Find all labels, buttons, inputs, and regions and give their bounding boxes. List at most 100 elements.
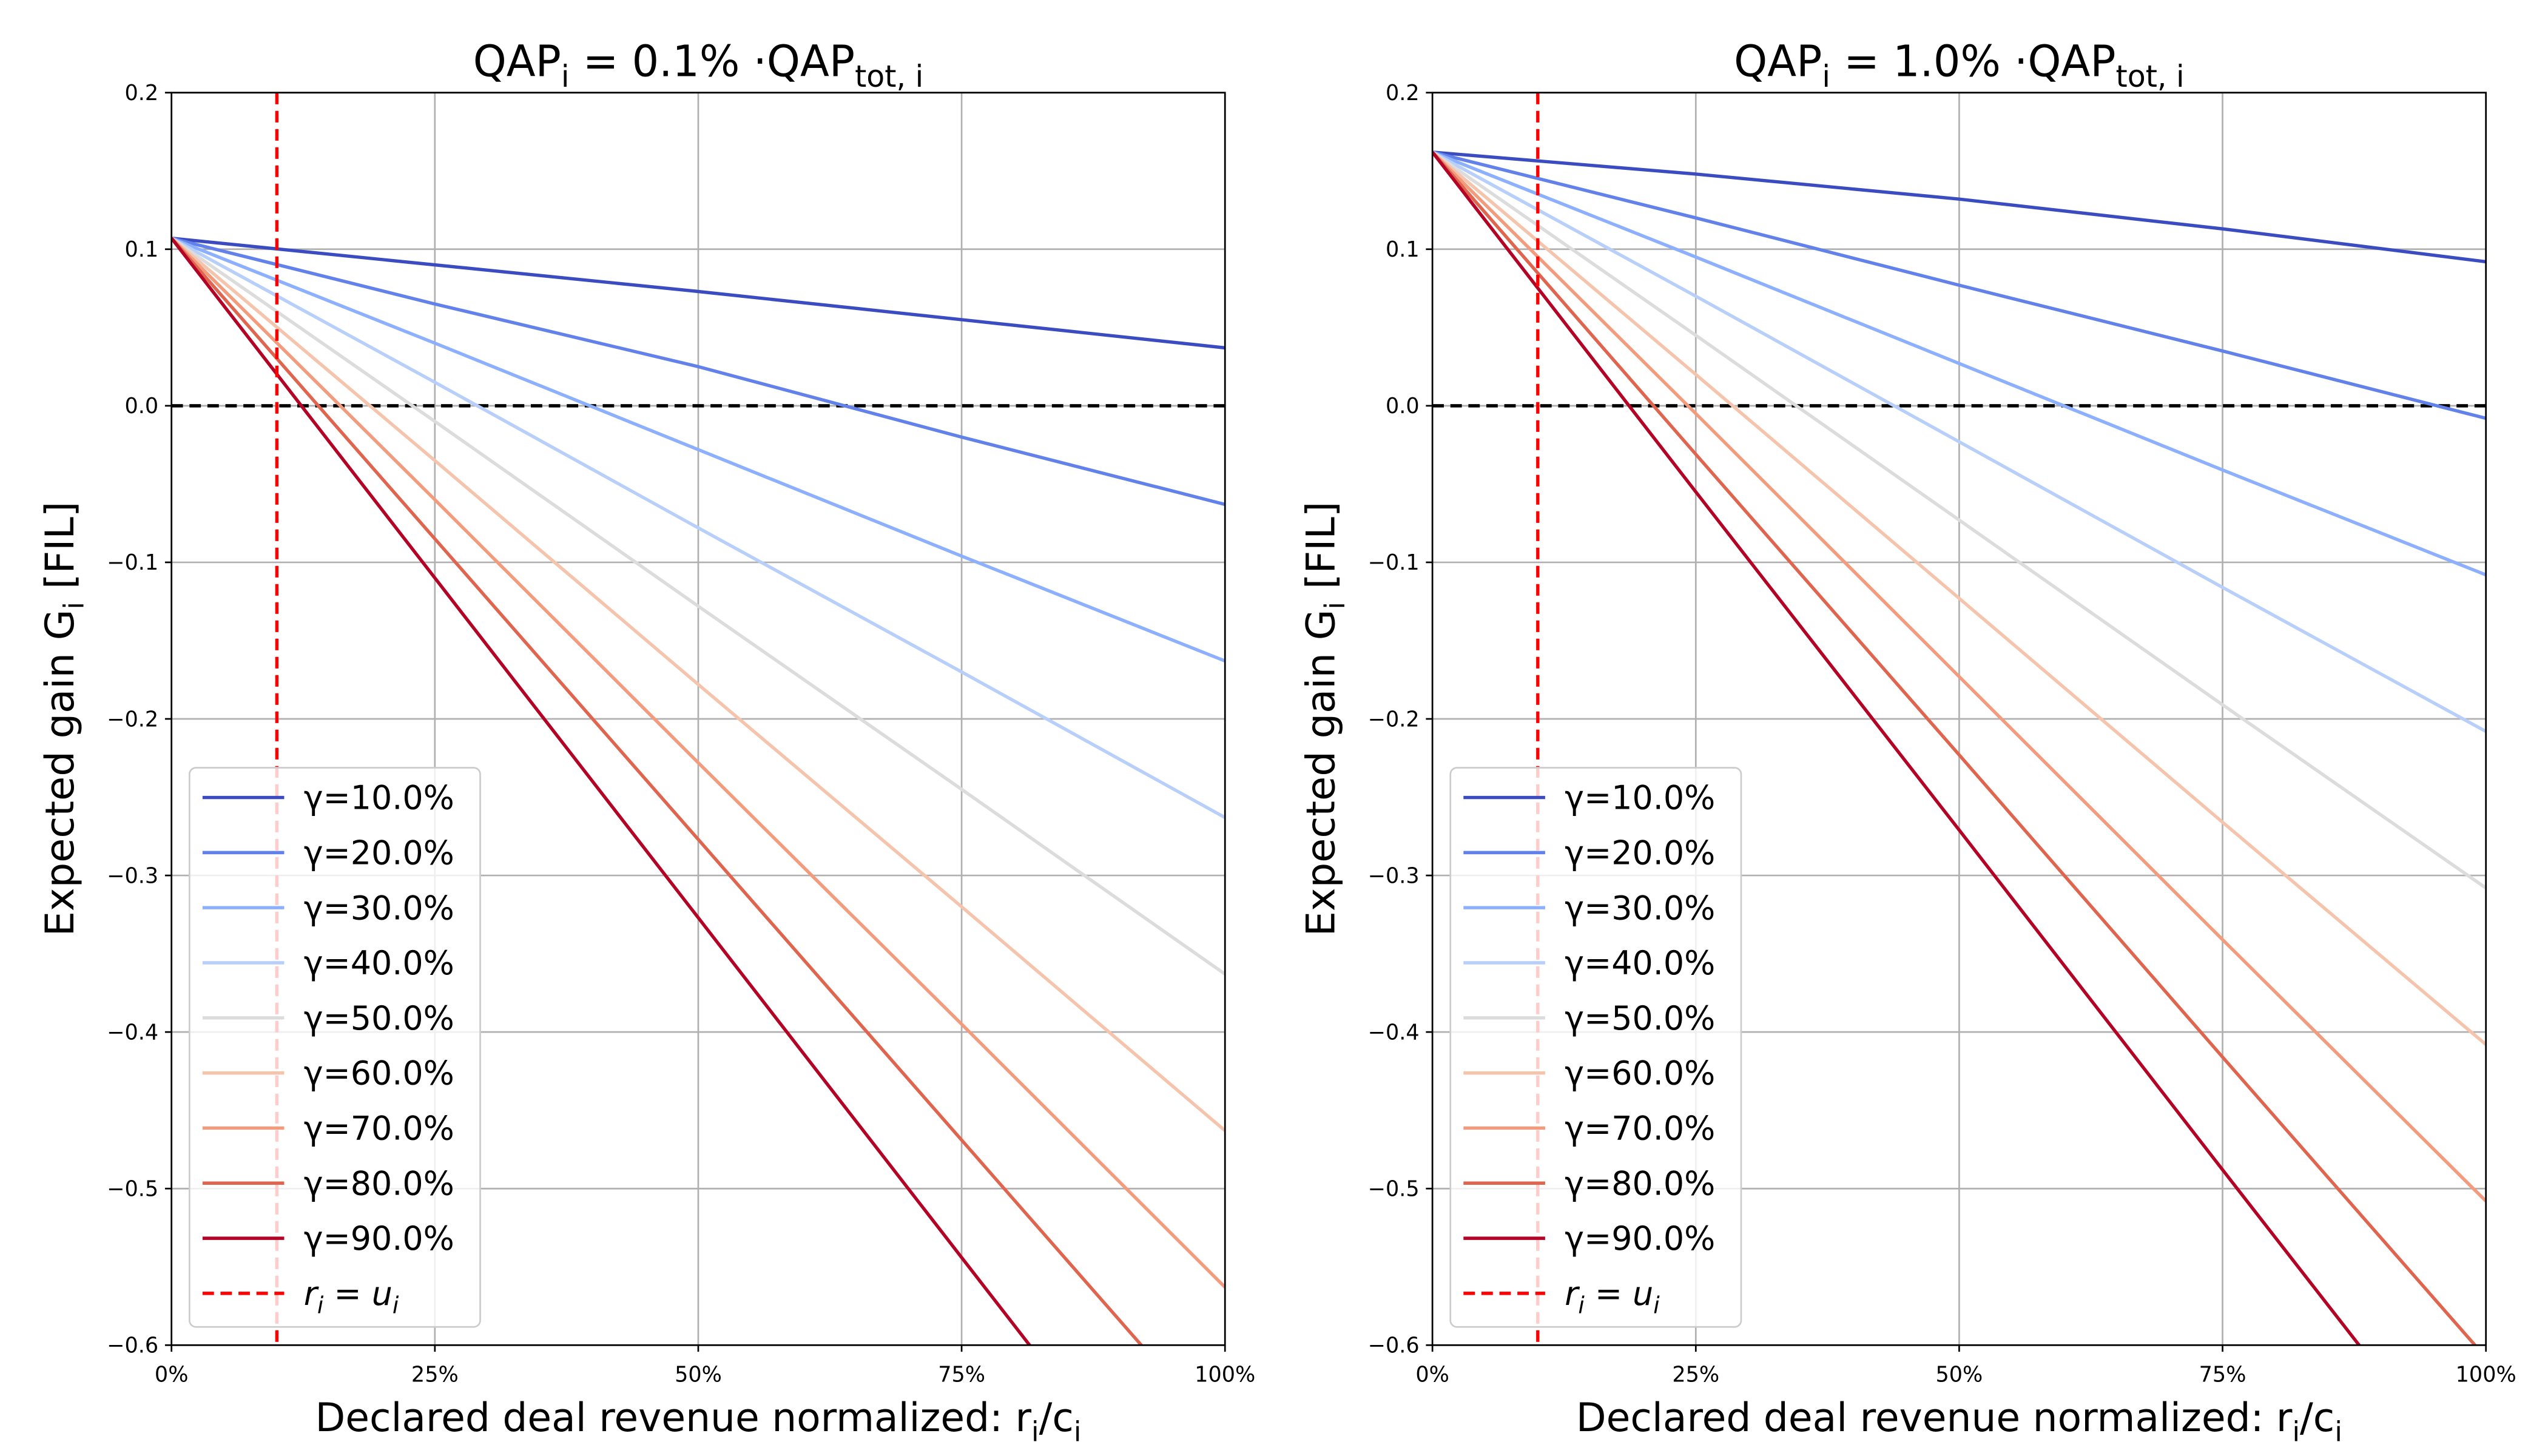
chart-title: QAPi = 0.1% ·QAPtot, i: [473, 36, 923, 94]
series-line: [171, 237, 1144, 1346]
subscript: i: [58, 602, 90, 610]
plot-frame: [1431, 92, 2487, 1346]
subscript: i: [2292, 1415, 2300, 1448]
subscript: i: [393, 1292, 399, 1318]
legend-label: γ=40.0%: [1565, 944, 1715, 982]
text-part: = u: [323, 1275, 392, 1313]
text-part: QAP: [1734, 36, 1822, 87]
text-part: = 0.1% ·QAP: [570, 36, 855, 87]
series-line: [1432, 150, 2478, 1346]
legend-label: γ=80.0%: [1565, 1164, 1715, 1202]
legend-label: γ=30.0%: [1565, 889, 1715, 927]
y-tick-label: −0.5: [107, 1176, 158, 1201]
series-line: [1432, 150, 2486, 420]
series-line: [171, 237, 1225, 663]
series-line: [1432, 150, 2486, 1202]
legend-label: γ=90.0%: [1565, 1219, 1715, 1258]
text-part: r: [304, 1275, 320, 1313]
x-tick-label: 100%: [1195, 1362, 1255, 1387]
legend-label: γ=30.0%: [304, 889, 454, 927]
legend-label: γ=50.0%: [304, 999, 454, 1037]
series-line: [171, 237, 1225, 1132]
x-axis-label: Declared deal revenue normalized: ri/ci: [315, 1395, 1081, 1448]
series-line: [1432, 151, 2362, 1346]
x-tick-label: 0%: [1415, 1362, 1449, 1387]
legend-label: γ=60.0%: [304, 1054, 454, 1092]
legend-label: γ=80.0%: [304, 1164, 454, 1202]
x-tick-label: 50%: [1936, 1362, 1983, 1387]
subscript: tot, i: [2116, 59, 2185, 94]
y-axis-label: Expected gain Gi [FIL]: [1299, 502, 1351, 937]
y-tick-label: 0.0: [1386, 394, 1420, 419]
y-tick-label: 0.1: [125, 237, 159, 262]
text-part: Declared deal revenue normalized: r: [315, 1395, 1031, 1441]
legend-label: γ=70.0%: [304, 1109, 454, 1147]
series-line: [1432, 150, 2486, 264]
text-part: [FIL]: [1299, 502, 1344, 602]
y-tick-label: −0.3: [107, 863, 158, 888]
y-tick-label: 0.0: [125, 394, 159, 419]
subscript: i: [1031, 1415, 1039, 1448]
text-part: QAP: [473, 36, 561, 87]
y-axis-label: Expected gain Gi [FIL]: [38, 502, 90, 937]
legend-label: γ=70.0%: [1565, 1109, 1715, 1147]
plot-frame: [170, 92, 1226, 1346]
y-tick-label: −0.4: [107, 1020, 158, 1045]
x-tick-label: 25%: [1672, 1362, 1719, 1387]
y-tick-label: −0.6: [107, 1333, 158, 1358]
subscript: i: [2334, 1415, 2342, 1448]
y-tick-label: 0.2: [1386, 81, 1420, 106]
text-part: /c: [1039, 1395, 1074, 1441]
text-part: = 1.0% ·QAP: [1830, 36, 2116, 87]
text-part: Expected gain G: [1299, 610, 1344, 937]
y-tick-label: −0.4: [1368, 1020, 1420, 1045]
y-tick-label: −0.2: [107, 707, 158, 732]
legend-label: γ=20.0%: [1565, 834, 1715, 872]
y-tick-label: −0.1: [107, 550, 158, 575]
text-part: Declared deal revenue normalized: r: [1576, 1395, 2293, 1441]
y-tick-label: −0.1: [1368, 550, 1420, 575]
x-tick-label: 75%: [938, 1362, 985, 1387]
y-tick-label: 0.1: [1386, 237, 1420, 262]
legend-label: γ=20.0%: [304, 834, 454, 872]
series-line: [1432, 150, 2486, 733]
x-axis-label: Declared deal revenue normalized: ri/ci: [1576, 1395, 2342, 1448]
y-tick-label: −0.3: [1368, 863, 1420, 888]
text-part: [FIL]: [38, 502, 84, 602]
subscript: i: [1074, 1415, 1082, 1448]
subscript: i: [1822, 59, 1830, 94]
x-tick-label: 50%: [675, 1362, 722, 1387]
x-tick-label: 0%: [155, 1362, 189, 1387]
series-line: [1432, 150, 2486, 1046]
plot-area: [1432, 92, 2486, 1346]
chart: 0% 25% 50% 75% 100% −0.6 −0.5 −0.4 −0.3 −0.2 −0.1 0…: [1299, 36, 2516, 1448]
legend-label: γ=50.0%: [1565, 999, 1715, 1037]
x-tick-label: 75%: [2199, 1362, 2246, 1387]
series-line: [171, 237, 1032, 1346]
text-part: = u: [1585, 1275, 1653, 1313]
series-line: [171, 237, 1225, 819]
legend-label: γ=10.0%: [304, 778, 454, 817]
subscript: i: [1578, 1292, 1585, 1318]
legend-label: γ=90.0%: [304, 1219, 454, 1258]
series-line: [171, 237, 1225, 350]
series-line: [171, 237, 1225, 976]
series-line: [171, 237, 1225, 507]
legend-label: γ=10.0%: [1565, 778, 1715, 817]
y-tick-label: 0.2: [125, 81, 159, 106]
legend-label: ri = ui: [304, 1275, 399, 1319]
y-tick-label: −0.6: [1368, 1333, 1420, 1358]
series-line: [1432, 150, 2486, 577]
subscript: i: [1319, 602, 1351, 610]
legend-label: ri = ui: [1565, 1275, 1660, 1319]
text-part: /c: [2300, 1395, 2334, 1441]
legend-label: γ=40.0%: [304, 944, 454, 982]
subscript: i: [317, 1292, 324, 1318]
x-tick-label: 100%: [2456, 1362, 2516, 1387]
series-line: [1432, 150, 2486, 889]
x-tick-label: 25%: [411, 1362, 459, 1387]
chart-title: QAPi = 1.0% ·QAPtot, i: [1734, 36, 2184, 94]
y-tick-label: −0.2: [1368, 707, 1420, 732]
